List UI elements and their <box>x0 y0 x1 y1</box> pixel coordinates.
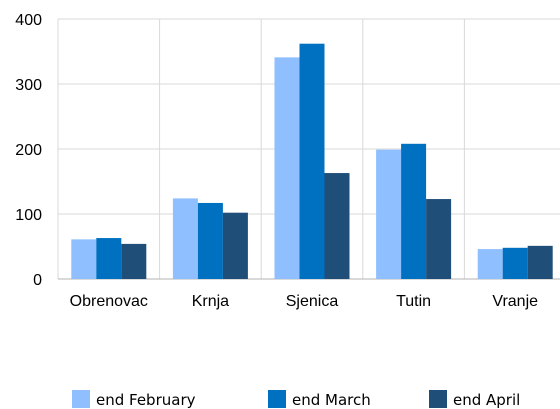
bar <box>426 199 452 279</box>
bar <box>299 43 325 280</box>
bar <box>96 238 122 279</box>
y-axis-ticks: 0 100 200 300 400 <box>15 12 42 289</box>
y-tick-label: 0 <box>33 272 42 289</box>
bar <box>121 243 147 279</box>
legend-label: end March <box>292 391 371 409</box>
x-axis-categories: Obrenovac Krnja Sjenica Tutin Vranje <box>70 293 538 310</box>
bar <box>172 198 198 279</box>
bar <box>222 212 248 279</box>
bar <box>527 245 553 279</box>
y-tick-label: 300 <box>15 77 42 94</box>
bar <box>197 202 223 279</box>
bar <box>71 239 97 279</box>
bar <box>324 173 350 279</box>
legend: end February end March end April <box>72 390 520 409</box>
bar <box>376 149 402 279</box>
y-tick-label: 100 <box>15 207 42 224</box>
legend-label: end February <box>96 391 196 409</box>
x-category-label: Vranje <box>492 293 538 310</box>
y-tick-label: 400 <box>15 12 42 29</box>
bar <box>401 143 427 279</box>
bar <box>274 57 300 279</box>
x-category-label: Sjenica <box>286 293 339 310</box>
y-tick-label: 200 <box>15 142 42 159</box>
x-category-label: Tutin <box>396 293 431 310</box>
legend-swatch <box>72 390 90 408</box>
x-category-label: Obrenovac <box>70 293 148 310</box>
legend-swatch <box>268 390 286 408</box>
bar <box>477 249 503 279</box>
bars <box>71 43 553 280</box>
legend-swatch <box>429 390 447 408</box>
legend-label: end April <box>453 391 520 409</box>
bar <box>502 247 528 279</box>
x-category-label: Krnja <box>192 293 229 310</box>
